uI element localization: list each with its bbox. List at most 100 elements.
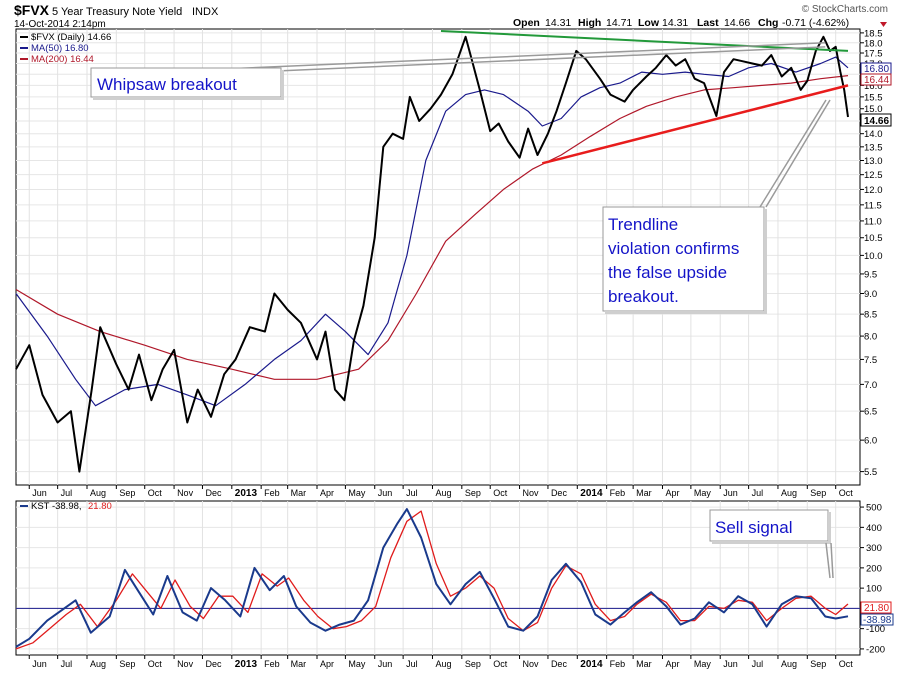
kst-xtick-label: Sep [810,659,826,669]
price-xtick-label: Jun [32,488,47,498]
symbol-title: $FVX [14,2,50,18]
price-xtick-label: Feb [610,488,626,498]
whipsaw-label: Whipsaw breakout [97,75,237,94]
price-xtick-label: 2014 [580,488,603,499]
kst-xtick-label: Apr [665,659,679,669]
price-ytick-label: 7.0 [864,380,877,391]
kst-xtick-label: 2014 [580,659,603,670]
kst-legend: KST -38.98, 21.80 [20,501,112,512]
kst-xtick-label: Jul [406,659,418,669]
kst-xtick-label: Nov [177,659,194,669]
resistance-trendline [440,29,849,52]
price-ytick-label: 12.5 [864,170,883,181]
kst-line [15,508,849,648]
chg-value: -0.71 (-4.62%) [782,17,849,29]
kst-ytick-label: 200 [866,563,882,574]
price-legend: $FVX (Daily) 14.66 MA(50) 16.80 MA(200) … [20,32,111,65]
kst-series [15,508,860,650]
price-xtick-label: Sep [119,488,135,498]
kst-legend-label: KST -38.98, [31,501,82,512]
kst-xtick-label: Oct [839,659,854,669]
badge-last: 14.66 [864,116,889,127]
price-xtick-label: Sep [810,488,826,498]
kst-ytick-label: 500 [866,503,882,514]
ma200-line [15,75,849,380]
kst-xtick-label: Dec [551,659,568,669]
badge-ma200: 16.44 [864,75,889,86]
price-ytick-label: 8.0 [864,332,877,343]
price-xtick-label: Jul [406,488,418,498]
whipsaw-annotation: Whipsaw breakout [90,67,284,100]
price-xtick-label: May [348,488,366,498]
sell-annotation: Sell signal [709,509,834,579]
price-ytick-label: 14.0 [864,129,883,140]
kst-ytick-label: 300 [866,543,882,554]
price-xtick-label: May [694,488,712,498]
badge-kst-signal: 21.80 [864,603,889,614]
badge-kst: -38.98 [863,615,892,626]
price-xtick-label: 2013 [235,488,258,499]
price-xtick-label: Sep [465,488,481,498]
trendline-label-3: the false upside [608,263,727,282]
kst-xtick-label: Feb [610,659,626,669]
price-ytick-label: 8.5 [864,310,877,321]
open-label: Open [513,17,540,29]
kst-xtick-label: May [348,659,366,669]
price-ytick-label: 15.5 [864,92,883,103]
price-xtick-label: Aug [435,488,451,498]
price-ytick-label: 17.5 [864,48,883,59]
quote-bar: Open 14.31 High 14.71 Low 14.31 Last 14.… [513,17,887,29]
low-label: Low [638,17,660,29]
price-gridlines [16,29,860,485]
legend-ma200: MA(200) 16.44 [31,54,94,65]
kst-ytick-label: -100 [866,624,885,635]
whipsaw-pointer-2-trendline [202,46,826,76]
kst-y-axis: -200-1000100200300400500 [860,503,885,655]
price-xtick-label: Oct [148,488,163,498]
kst-ytick-label: -200 [866,644,885,655]
symbol-description: 5 Year Treasury Note Yield [52,6,182,18]
price-xtick-label: Apr [665,488,679,498]
kst-xtick-label: Sep [119,659,135,669]
price-ytick-label: 12.0 [864,185,883,196]
kst-xtick-label: 2013 [235,659,258,670]
price-xtick-label: Apr [320,488,334,498]
price-series [15,29,849,473]
price-ytick-label: 10.5 [864,233,883,244]
kst-x-axis: Jun Jul Aug Sep Oct Nov Dec 2013 Feb Mar Apr May Jun… [28,655,854,670]
whipsaw-pointer-1-trendline [202,42,826,71]
kst-ytick-label: 400 [866,523,882,534]
price-x-axis: Jun Jul Aug Sep Oct Nov Dec 2013 Feb Mar Apr May Jun… [28,485,853,499]
price-ytick-label: 9.5 [864,269,877,280]
kst-xtick-label: Jul [752,659,764,669]
kst-xtick-label: Mar [636,659,652,669]
price-ytick-label: 18.0 [864,38,883,49]
price-badges: 16.80 16.44 14.66 [860,62,892,127]
price-line [15,35,849,473]
price-xtick-label: Feb [264,488,280,498]
price-ytick-label: 16.0 [864,81,883,92]
kst-xtick-label: Mar [291,659,307,669]
down-arrow-icon [880,22,887,27]
price-ytick-label: 15.0 [864,104,883,115]
price-xtick-label: Mar [636,488,652,498]
kst-ytick-label: 100 [866,584,882,595]
price-xtick-label: Jul [61,488,73,498]
price-ytick-label: 10.0 [864,251,883,262]
last-value: 14.66 [724,17,750,29]
price-ytick-label: 11.5 [864,200,882,211]
price-ytick-label: 7.5 [864,355,877,366]
price-xtick-label: Aug [90,488,106,498]
kst-xtick-label: Feb [264,659,280,669]
symbol-exchange: INDX [192,6,219,18]
price-xtick-label: Dec [551,488,568,498]
kst-legend-signal: 21.80 [88,501,112,512]
kst-xtick-label: Oct [148,659,163,669]
kst-badges: 21.80 -38.98 [860,601,894,626]
kst-xtick-label: Aug [90,659,106,669]
kst-xtick-label: May [694,659,712,669]
price-xtick-label: Nov [523,488,540,498]
chart-datetime: 14-Oct-2014 2:14pm [14,19,106,30]
high-label: High [578,17,601,29]
price-xtick-label: Aug [781,488,797,498]
